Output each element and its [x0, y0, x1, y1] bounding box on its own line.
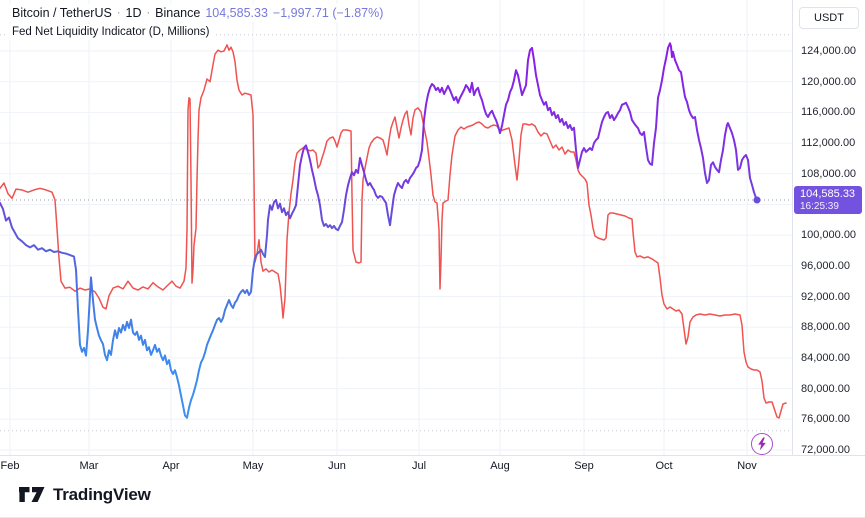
- price-axis-label: 84,000.00: [801, 351, 850, 364]
- vertical-gridlines: [9, 0, 748, 455]
- legend: Bitcoin / TetherUS · 1D · Binance 104,58…: [6, 4, 390, 40]
- time-axis-label: Feb: [0, 460, 20, 472]
- indicator-legend-row[interactable]: Fed Net Liquidity Indicator (D, Millions…: [6, 24, 216, 40]
- symbol-title: Bitcoin / TetherUS: [12, 6, 112, 20]
- indicator-title: Fed Net Liquidity Indicator (D, Millions…: [12, 26, 210, 38]
- price-axis-label: 112,000.00: [801, 137, 856, 150]
- footer: TradingView: [0, 474, 865, 517]
- badge-time: 16:25:39: [800, 201, 839, 212]
- separator-dot: ·: [146, 7, 151, 19]
- btc-price-line[interactable]: [0, 42, 758, 419]
- currency-unit-button[interactable]: USDT: [799, 7, 859, 29]
- last-price-badge: 104,585.33 16:25:39: [794, 186, 862, 214]
- time-axis-label: May: [242, 460, 264, 472]
- price-chart[interactable]: [0, 0, 792, 455]
- price-axis-label: 120,000.00: [801, 75, 857, 88]
- horizontal-gridlines: [0, 50, 792, 451]
- tradingview-logo[interactable]: TradingView: [19, 485, 151, 505]
- badge-price: 104,585.33: [800, 188, 856, 200]
- price-axis-label: 88,000.00: [801, 321, 850, 334]
- time-axis-label: Jul: [411, 460, 427, 472]
- time-axis-label: Nov: [737, 460, 757, 472]
- price-axis-label: 92,000.00: [801, 290, 850, 303]
- price-axis-label: 72,000.00: [801, 444, 850, 456]
- price-axis-label: 116,000.00: [801, 106, 856, 119]
- time-axis[interactable]: Feb Mar Apr May Jun Jul Aug Sep Oct Nov: [0, 455, 865, 474]
- time-axis-label: Sep: [574, 460, 594, 472]
- boost-button[interactable]: [751, 433, 773, 455]
- separator-dot: ·: [116, 7, 121, 19]
- price-axis-label: 96,000.00: [801, 259, 850, 272]
- exchange-label: Binance: [155, 6, 201, 20]
- time-axis-label: Jun: [328, 460, 346, 472]
- price-axis-label: 100,000.00: [801, 229, 857, 242]
- dotted-level-lines: [0, 34, 792, 432]
- lightning-icon: [758, 437, 766, 451]
- symbol-legend-row[interactable]: Bitcoin / TetherUS · 1D · Binance 104,58…: [6, 4, 390, 22]
- price-axis-label: 80,000.00: [801, 382, 850, 395]
- price-axis-label: 108,000.00: [801, 167, 857, 180]
- interval-label[interactable]: 1D: [125, 6, 142, 20]
- time-axis-label: Aug: [490, 460, 510, 472]
- last-price-value: 104,585.33: [205, 6, 268, 20]
- tradingview-logo-icon: [19, 486, 45, 502]
- price-axis-label: 76,000.00: [801, 413, 850, 426]
- tradingview-logo-text: TradingView: [53, 485, 151, 504]
- last-price-dot: [753, 196, 761, 204]
- time-axis-label: Mar: [79, 460, 99, 472]
- price-change-value: −1,997.71 (−1.87%): [272, 6, 384, 20]
- chart-plot-area[interactable]: [0, 0, 792, 455]
- price-axis-label: 124,000.00: [801, 45, 857, 57]
- price-axis[interactable]: 124,000.00 120,000.00 116,000.00 112,000.00…: [792, 0, 865, 456]
- fed-net-liquidity-line[interactable]: [0, 44, 787, 419]
- time-axis-label: Apr: [162, 460, 180, 472]
- time-axis-label: Oct: [655, 460, 673, 472]
